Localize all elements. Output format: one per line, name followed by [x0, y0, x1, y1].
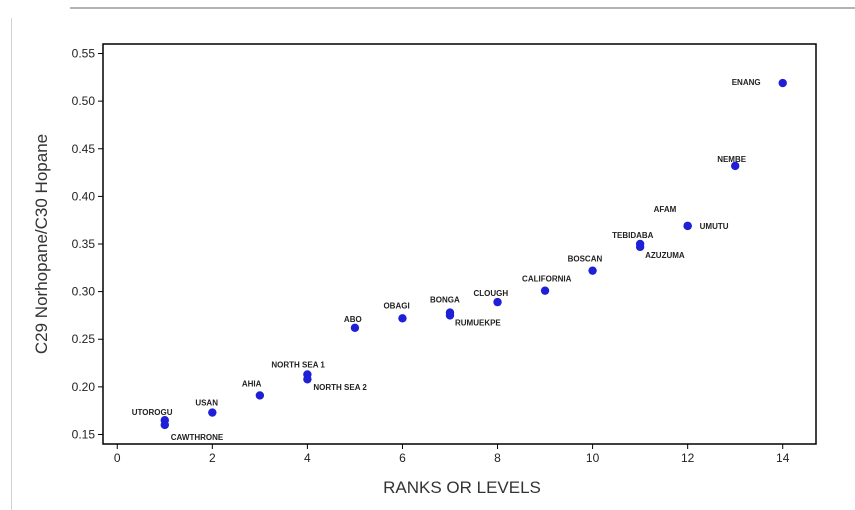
- y-tick-label: 0.30: [72, 285, 96, 299]
- y-tick-label: 0.25: [72, 332, 96, 346]
- data-point: [160, 420, 169, 430]
- x-tick-label: 0: [114, 451, 121, 465]
- y-axis-title: C29 Norhopane/C30 Hopane: [32, 134, 51, 354]
- data-point-label: UMUTU: [700, 222, 729, 231]
- data-point-label: NEMBE: [717, 155, 747, 164]
- data-point-label: NORTH SEA 1: [271, 360, 325, 369]
- x-tick-label: 14: [776, 451, 790, 465]
- top-divider: [70, 7, 855, 9]
- data-point: [540, 286, 550, 295]
- data-point-label: ABO: [344, 315, 362, 324]
- data-point: [255, 391, 265, 400]
- data-points: [160, 78, 787, 430]
- data-point: [208, 408, 217, 417]
- plot-area-border: [102, 43, 817, 445]
- data-point: [683, 221, 692, 231]
- data-point-label: CLOUGH: [474, 289, 509, 298]
- y-axis: 0.15 0.20 0.25 0.30 0.35 0.40 0.45 0.50 0.55: [72, 47, 103, 441]
- y-tick-label: 0.15: [72, 427, 96, 441]
- data-point: [588, 266, 597, 275]
- x-tick-label: 2: [209, 451, 216, 465]
- data-point: [445, 311, 455, 320]
- data-point-label: AFAM: [654, 205, 677, 214]
- x-tick-label: 6: [399, 451, 406, 465]
- y-tick-label: 0.45: [72, 142, 96, 156]
- data-point: [635, 242, 645, 252]
- y-tick-label: 0.20: [72, 380, 96, 394]
- data-point: [398, 314, 407, 323]
- data-point-label: AHIA: [242, 379, 262, 388]
- data-point: [350, 323, 360, 333]
- data-point-label: CAWTHRONE: [171, 433, 224, 442]
- data-point-label: BOSCAN: [568, 255, 603, 264]
- x-axis-title: RANKS OR LEVELS: [383, 478, 541, 497]
- x-tick-label: 10: [586, 451, 600, 465]
- data-point-label: OBAGI: [383, 301, 409, 310]
- data-point-label: RUMUEKPE: [455, 318, 501, 327]
- data-point-label: USAN: [195, 399, 218, 408]
- y-tick-label: 0.55: [72, 47, 96, 61]
- y-tick-label: 0.35: [72, 237, 96, 251]
- data-point: [303, 375, 312, 384]
- y-tick-label: 0.50: [72, 94, 96, 108]
- data-point: [778, 78, 787, 88]
- x-tick-label: 12: [681, 451, 695, 465]
- x-tick-label: 4: [304, 451, 311, 465]
- data-labels: UTOROGU CAWTHRONE USAN AHIA NORTH SEA 1 NORTH…: [132, 78, 761, 442]
- data-point: [493, 297, 502, 307]
- data-point-label: TEBIDABA: [612, 231, 654, 240]
- data-point-label: AZUZUMA: [645, 251, 685, 260]
- data-point-label: BONGA: [430, 296, 460, 305]
- left-divider: [11, 18, 12, 510]
- data-point: [730, 161, 740, 171]
- x-axis: 0 2 4 6 8 10 12 14: [114, 444, 790, 465]
- data-point-label: ENANG: [732, 78, 761, 87]
- data-point-label: UTOROGU: [132, 408, 173, 417]
- data-point-label: NORTH SEA 2: [313, 383, 367, 392]
- y-tick-label: 0.40: [72, 189, 96, 203]
- data-point-label: CALIFORNIA: [522, 275, 572, 284]
- x-tick-label: 8: [494, 451, 501, 465]
